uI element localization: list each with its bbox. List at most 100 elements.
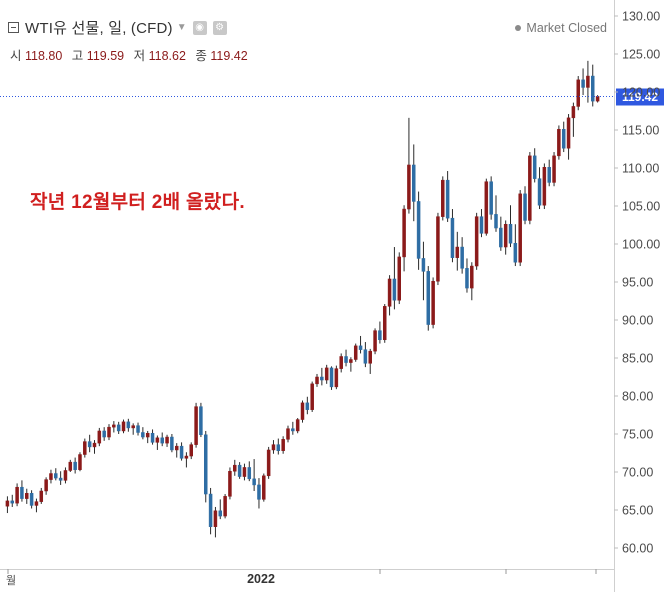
chevron-down-icon[interactable]: ▼: [176, 22, 187, 33]
candle-body-up: [121, 421, 126, 432]
candle-body-up: [324, 367, 329, 381]
collapse-icon[interactable]: [8, 22, 19, 33]
candle-body-up: [68, 461, 73, 471]
candle-body-down: [204, 434, 208, 495]
candle-body-up: [397, 256, 401, 301]
candle: [324, 364, 329, 384]
symbol-title[interactable]: WTI유 선물, 일, (CFD): [25, 20, 173, 37]
candle-body-down: [416, 201, 421, 259]
candle-body-up: [503, 223, 508, 248]
candle-body-up: [484, 181, 489, 234]
candle-body-down: [20, 486, 24, 499]
candle: [576, 76, 580, 111]
candle-body-up: [518, 193, 522, 263]
candle-body-down: [136, 425, 140, 433]
candle-body-down: [116, 424, 121, 432]
candle-body-down: [276, 444, 281, 451]
candle: [363, 342, 368, 368]
close-value: 119.42: [210, 49, 248, 63]
candle: [315, 373, 319, 387]
candle: [450, 209, 455, 263]
candle: [441, 176, 445, 221]
candle-body-down: [237, 464, 242, 477]
candle: [34, 498, 39, 513]
candle: [532, 148, 537, 183]
candle: [213, 506, 218, 538]
candle-series: [5, 60, 600, 538]
candle-body-up: [387, 278, 392, 307]
eye-icon[interactable]: ◉: [192, 20, 207, 35]
candle: [358, 335, 363, 354]
candle: [266, 446, 271, 479]
last-price-label: 119.42: [622, 90, 658, 104]
open-label: 시: [10, 49, 22, 63]
candle: [353, 343, 358, 362]
candle: [557, 125, 561, 160]
candle: [499, 216, 503, 251]
candle: [83, 438, 87, 458]
candle-body-down: [29, 493, 34, 506]
candle: [470, 262, 474, 301]
candle-body-up: [78, 454, 82, 470]
candle-body-down: [218, 510, 223, 517]
candle-body-up: [474, 216, 479, 267]
candle: [552, 152, 556, 187]
candle-body-up: [566, 117, 571, 149]
candle: [155, 435, 160, 450]
candle-body-down: [450, 217, 455, 258]
status-dot-icon: [515, 25, 522, 31]
candle-body-up: [107, 426, 111, 438]
candle-body-down: [479, 216, 484, 234]
candle-body-up: [213, 510, 218, 527]
candle: [73, 457, 77, 474]
candle: [412, 144, 416, 222]
candle-body-down: [344, 356, 348, 363]
y-tick-label: 100.00: [622, 238, 660, 252]
candle: [174, 443, 179, 458]
candle-body-down: [358, 345, 363, 350]
annotation-text: 작년 12월부터 2배 올랐다.: [30, 192, 245, 213]
candle: [257, 478, 261, 509]
candle: [329, 366, 334, 390]
candle: [334, 365, 339, 390]
last-price-line: 119.42: [0, 88, 664, 106]
candle-body-up: [262, 475, 266, 500]
candle: [204, 430, 208, 503]
y-tick-label: 95.00: [622, 276, 653, 290]
candle: [295, 418, 300, 434]
x-axis: 월 2022: [6, 569, 597, 587]
gear-icon[interactable]: ⚙: [212, 20, 227, 35]
candle-body-up: [353, 345, 358, 360]
candle-body-up: [184, 455, 189, 459]
candle: [184, 452, 189, 468]
candle: [15, 483, 19, 507]
candle: [590, 64, 595, 107]
candle-body-down: [561, 128, 566, 149]
y-axis: 130.00 125.00 120.00 115.00 110.00 105.00 100.…: [614, 10, 660, 556]
candle: [223, 494, 227, 519]
y-tick-label: 105.00: [622, 200, 660, 214]
market-status: Market Closed: [515, 21, 607, 35]
candle-body-up: [271, 444, 276, 451]
candle: [20, 480, 24, 502]
candle: [87, 434, 92, 453]
candle-body-up: [165, 436, 169, 444]
candle-body-down: [170, 436, 174, 451]
candle: [402, 205, 406, 272]
candle: [262, 473, 266, 502]
candle: [242, 463, 247, 481]
y-tick-label: 115.00: [622, 124, 659, 138]
candle: [29, 490, 34, 509]
candle-body-up: [315, 376, 319, 385]
y-tick-label: 80.00: [622, 390, 653, 404]
candle: [49, 469, 53, 484]
candle: [126, 418, 131, 432]
x-tick-label: 월: [6, 574, 16, 587]
candle-body-up: [92, 442, 97, 448]
candle-body-up: [349, 359, 353, 363]
candle-body-down: [532, 155, 537, 179]
candle-body-down: [508, 223, 513, 244]
candle-body-up: [131, 425, 135, 429]
candle-body-up: [281, 439, 285, 451]
